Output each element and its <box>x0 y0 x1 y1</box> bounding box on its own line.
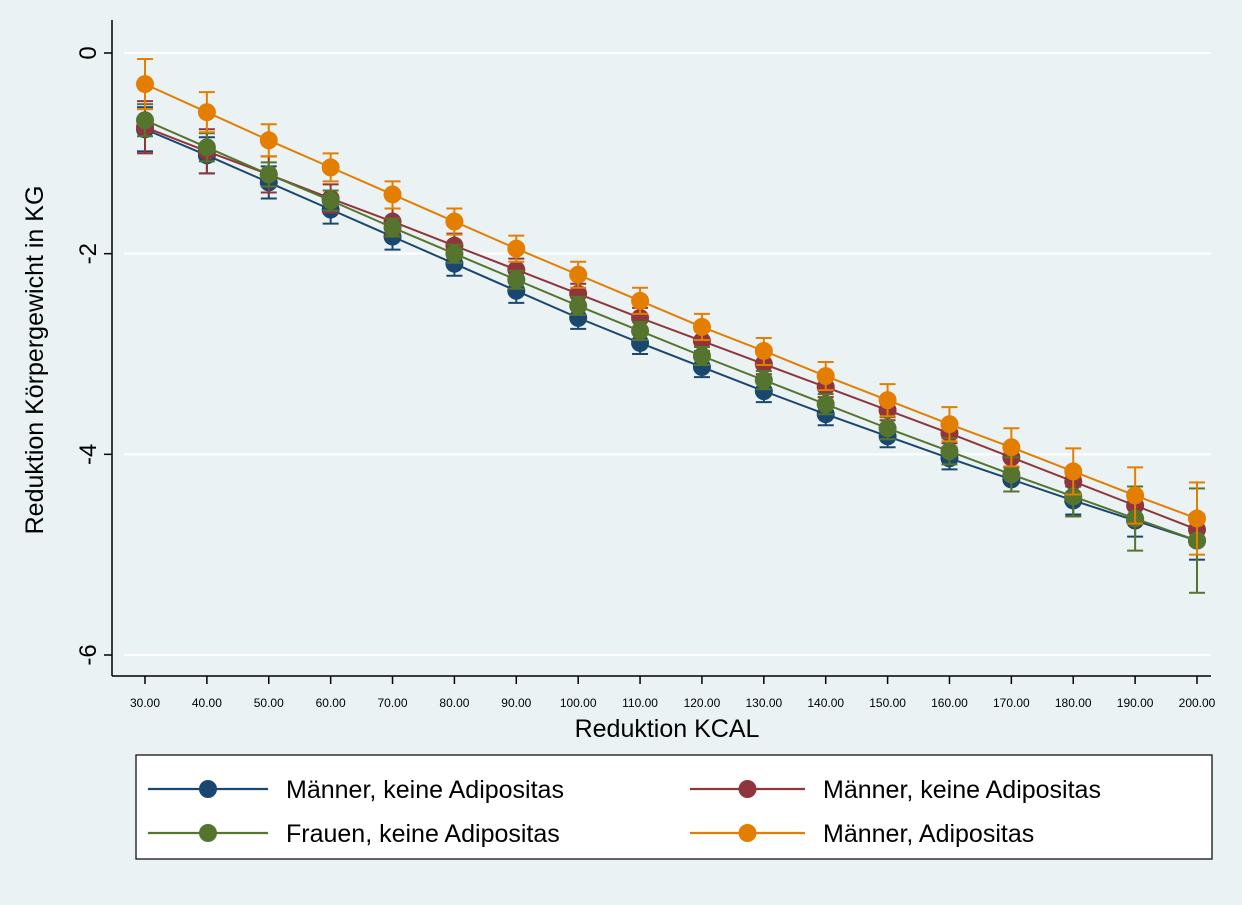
legend-label: Männer, Adipositas <box>823 820 1034 848</box>
series-3 <box>136 58 1206 556</box>
data-point <box>507 270 526 289</box>
data-point <box>816 367 835 386</box>
x-tick-label: 200.00 <box>1179 696 1216 710</box>
data-point <box>136 75 154 94</box>
legend: Männer, keine Adipositas Männer, keine Ad… <box>135 754 1213 860</box>
y-ticks: 0 -2 -4 -6 <box>75 46 112 666</box>
data-point <box>1188 509 1206 528</box>
data-point <box>631 291 650 310</box>
x-axis-title: Reduktion KCAL <box>575 715 760 743</box>
y-tick-label: -6 <box>75 644 102 665</box>
data-point <box>259 165 278 184</box>
data-point <box>692 347 711 366</box>
x-tick-label: 90.00 <box>501 696 531 710</box>
data-point <box>878 419 897 438</box>
plot-area <box>124 20 1211 676</box>
legend-label: Männer, keine Adipositas <box>823 776 1101 804</box>
series-layer <box>136 58 1206 594</box>
data-point <box>569 265 588 284</box>
data-point <box>940 415 959 434</box>
x-tick-label: 130.00 <box>745 696 782 710</box>
data-point <box>197 103 216 122</box>
x-tick-label: 40.00 <box>192 696 222 710</box>
legend-items: Männer, keine Adipositas Männer, keine Ad… <box>148 776 1101 848</box>
data-point <box>445 244 464 263</box>
data-point <box>507 239 526 258</box>
legend-box <box>135 754 1213 860</box>
grid <box>124 52 1211 656</box>
x-tick-label: 50.00 <box>254 696 284 710</box>
y-tick-label: -2 <box>75 243 102 264</box>
series-line <box>144 126 1198 531</box>
data-point <box>816 395 835 414</box>
x-tick-label: 150.00 <box>869 696 906 710</box>
legend-item-0: Männer, keine Adipositas <box>148 776 564 804</box>
x-tick-label: 30.00 <box>130 696 160 710</box>
x-tick-label: 110.00 <box>622 696 658 710</box>
data-point <box>1002 438 1021 457</box>
data-point <box>1002 465 1021 484</box>
x-tick-label: 140.00 <box>807 696 844 710</box>
y-tick-label: -4 <box>75 444 102 465</box>
legend-marker <box>738 780 757 798</box>
x-tick-label: 160.00 <box>931 696 968 710</box>
legend-marker <box>199 780 217 798</box>
legend-label: Männer, keine Adipositas <box>286 776 564 804</box>
data-point <box>321 191 340 210</box>
data-point <box>754 371 773 390</box>
data-point <box>1064 462 1083 481</box>
y-tick-label: 0 <box>75 46 102 59</box>
data-point <box>259 131 278 150</box>
legend-item-1: Männer, keine Adipositas <box>690 776 1101 804</box>
legend-marker <box>738 824 757 842</box>
x-tick-label: 170.00 <box>993 696 1030 710</box>
data-point <box>445 212 464 231</box>
data-point <box>692 331 711 350</box>
data-point <box>940 442 959 461</box>
data-point <box>383 185 402 204</box>
x-tick-label: 80.00 <box>439 696 469 710</box>
x-ticks: 30.00 40.00 50.00 60.00 70.00 80.00 90.00 100.0… <box>130 676 1216 710</box>
data-point <box>631 321 650 340</box>
data-point <box>321 158 340 177</box>
series-line <box>144 128 1198 542</box>
data-point <box>136 111 154 130</box>
legend-item-3: Männer, Adipositas <box>690 820 1034 848</box>
series-line <box>144 119 1198 542</box>
data-point <box>1126 486 1145 505</box>
legend-label: Frauen, keine Adipositas <box>286 820 560 848</box>
data-point <box>569 296 588 315</box>
x-tick-label: 120.00 <box>684 696 721 710</box>
data-point <box>383 218 402 237</box>
legend-marker <box>199 824 217 842</box>
data-point <box>754 341 773 360</box>
x-tick-label: 60.00 <box>316 696 346 710</box>
data-point <box>878 391 897 410</box>
x-tick-label: 190.00 <box>1117 696 1154 710</box>
x-tick-label: 100.00 <box>560 696 597 710</box>
y-axis-title: Reduktion Körpergewicht in KG <box>21 186 49 535</box>
x-tick-label: 180.00 <box>1055 696 1092 710</box>
data-point <box>1064 487 1083 506</box>
x-tick-label: 70.00 <box>378 696 408 710</box>
legend-item-2: Frauen, keine Adipositas <box>148 820 560 848</box>
data-point <box>692 317 711 336</box>
series-line <box>144 83 1198 520</box>
data-point <box>197 138 216 157</box>
